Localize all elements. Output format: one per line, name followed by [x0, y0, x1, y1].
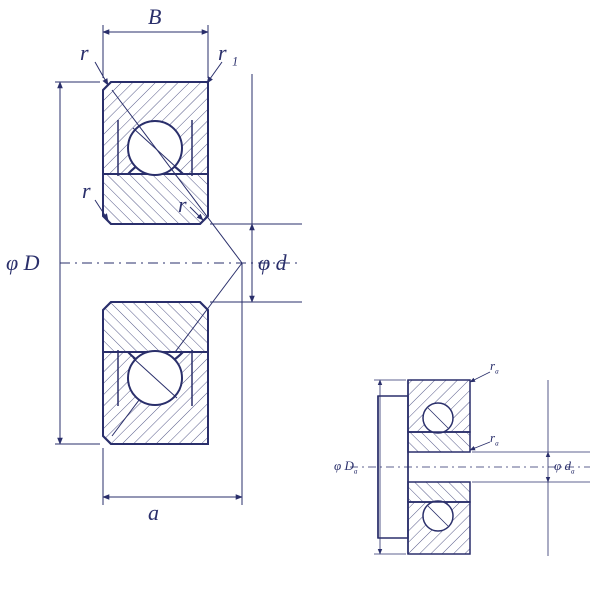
bearing-diagram — [0, 0, 600, 600]
label-r1: r 1 — [218, 40, 238, 69]
label-r-inner: r — [178, 192, 187, 218]
label-r-left: r — [82, 178, 91, 204]
dim-B — [103, 25, 208, 78]
lower-inner-ring — [103, 302, 208, 352]
label-phi-D: φ D — [6, 250, 40, 276]
label-phi-Da: φ Da — [334, 458, 357, 476]
label-ra-top: ra — [490, 358, 499, 376]
dim-phi-d — [210, 74, 302, 302]
label-ra-mid: ra — [490, 430, 499, 448]
label-phi-da: φ da — [554, 458, 575, 476]
label-r-tl: r — [80, 40, 89, 66]
upper-inner-ring — [103, 174, 208, 224]
label-B: B — [148, 4, 161, 30]
label-phi-d: φ d — [258, 250, 287, 276]
label-a: a — [148, 500, 159, 526]
